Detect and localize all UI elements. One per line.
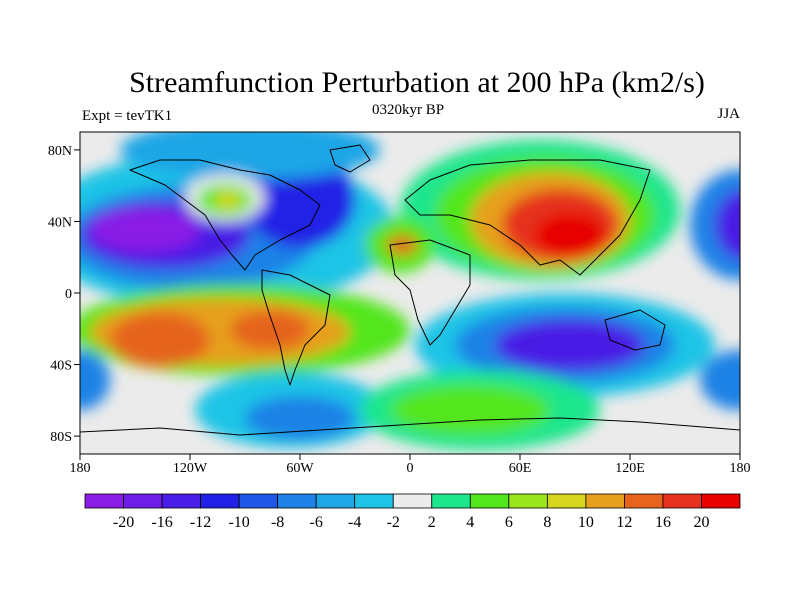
y-tick-label: 80S [50,430,72,445]
colorbar-swatch [277,493,317,509]
x-tick-label: 60E [509,461,532,476]
y-tick-label: 40S [50,359,72,374]
colorbar-label: 16 [655,514,671,531]
contour-high-south-west [110,312,210,368]
colorbar-label: 20 [693,514,709,531]
contour-low-dateline-south [700,350,740,410]
colorbar-swatch [624,493,664,509]
y-tick-label: 0 [65,287,72,302]
colorbar-label: -12 [190,514,211,531]
time-label: 0320kyr BP [372,102,444,118]
contour-high-atlantic-core [386,235,418,255]
contour-low-far-west [80,350,110,410]
chart-title: Streamfunction Perturbation at 200 hPa (… [129,66,705,99]
colorbar-swatch [354,493,394,509]
colorbar-swatch [585,493,625,509]
colorbar: -20 -16 -12 -10 -8 -6 -4 -2 2 4 6 8 10 12 16 20 [84,493,741,531]
colorbar-label: -20 [113,514,134,531]
colorbar-swatch [469,493,510,509]
x-axis: 180 120W 60W 0 60E 120E 180 [70,454,751,476]
x-tick-label: 180 [730,461,751,476]
coastlines [80,144,740,436]
x-tick-label: 120E [615,461,645,476]
colorbar-swatch [84,493,124,509]
contour-high-asia-core [535,213,605,257]
colorbar-swatch [662,493,702,509]
coastline-africa [389,239,471,346]
colorbar-swatch [546,493,587,509]
coastline-australia [604,309,666,351]
contour-field [80,132,740,454]
colorbar-label: -10 [228,514,249,531]
colorbar-swatch [315,493,356,509]
colorbar-label: 10 [578,514,594,531]
coastline-eurasia [404,159,651,276]
colorbar-swatch [508,493,548,509]
y-tick-label: 40N [48,215,72,230]
colorbar-label: 8 [543,514,551,531]
x-tick-label: 0 [407,461,414,476]
experiment-label: Expt = tevTK1 [82,108,172,124]
x-tick-label: 180 [70,461,91,476]
colorbar-label: -16 [151,514,172,531]
coastline-greenland [329,144,371,173]
colorbar-label: 12 [616,514,632,531]
contour-high-canada-core [214,191,242,209]
season-label: JJA [717,106,740,122]
colorbar-swatch [238,493,279,509]
y-tick-label: 80N [48,144,72,159]
coastline-north-america [129,159,321,271]
contour-high-southern-ocean-core [390,385,550,435]
colorbar-swatch [431,493,471,509]
colorbar-label: -6 [310,514,323,531]
colorbar-label: -8 [271,514,284,531]
colorbar-label: -4 [348,514,361,531]
coastline-antarctica [80,417,740,436]
colorbar-swatch [392,493,433,509]
contour-low-south-atlantic-core [245,396,355,440]
colorbar-swatch [701,493,741,509]
contour-low-pacific-core [90,208,200,252]
colorbar-label: 4 [466,514,474,531]
x-tick-label: 120W [173,461,208,476]
colorbar-swatch [161,493,201,509]
x-tick-label: 60W [286,461,314,476]
contour-high-south-east [230,310,310,350]
contour-low-dateline-core [715,190,740,260]
colorbar-swatch [200,493,240,509]
y-axis: 80N 40N 0 40S 80S [48,144,80,445]
colorbar-swatch [123,493,163,509]
colorbar-label: -2 [387,514,400,531]
contour-low-arctic [120,132,380,180]
coastline-south-america [261,269,331,386]
colorbar-label: 6 [505,514,513,531]
colorbar-label: 2 [428,514,436,531]
